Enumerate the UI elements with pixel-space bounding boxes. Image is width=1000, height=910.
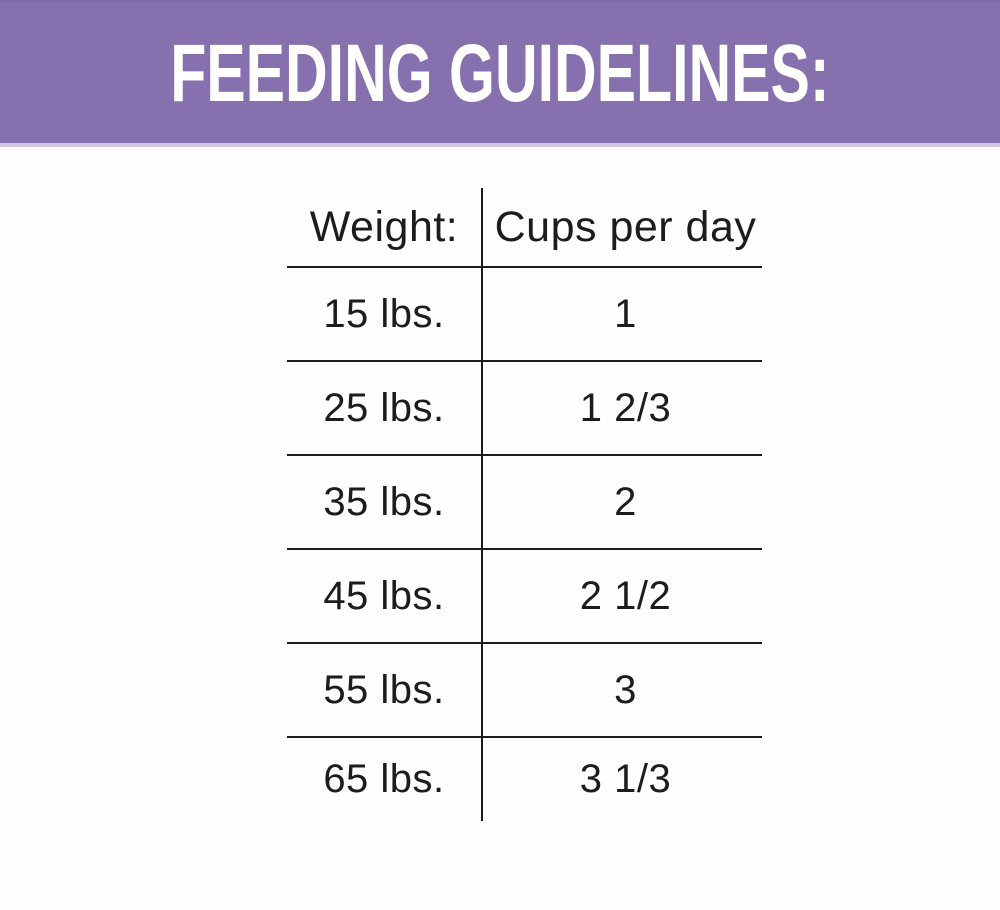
cups-cell: 1 2/3 <box>579 385 672 430</box>
column-header-cups: Cups per day <box>494 202 757 251</box>
weight-cell: 45 lbs. <box>323 573 445 618</box>
table-header-row: Weight: Cups per day <box>287 188 762 268</box>
column-header-weight: Weight: <box>309 202 459 251</box>
table-row: 45 lbs. 2 1/2 <box>287 550 762 644</box>
table-row: 15 lbs. 1 <box>287 268 762 362</box>
column-divider-line <box>481 188 483 821</box>
weight-cell: 25 lbs. <box>323 385 445 430</box>
weight-cell: 65 lbs. <box>323 757 445 801</box>
weight-cell: 15 lbs. <box>323 291 445 336</box>
cups-cell: 2 <box>614 479 637 524</box>
feeding-guidelines-table: Weight: Cups per day 15 lbs. 1 25 lbs. 1… <box>287 188 762 821</box>
table-row: 25 lbs. 1 2/3 <box>287 362 762 456</box>
cups-cell: 3 1/3 <box>579 757 672 801</box>
page-title: FEEDING GUIDELINES: <box>170 27 830 119</box>
header-banner: FEEDING GUIDELINES: <box>0 0 1000 147</box>
weight-cell: 55 lbs. <box>323 667 445 712</box>
weight-cell: 35 lbs. <box>323 479 445 524</box>
cups-cell: 1 <box>614 291 637 336</box>
cups-cell: 2 1/2 <box>579 573 672 618</box>
table-row: 65 lbs. 3 1/3 <box>287 738 762 821</box>
table-row: 55 lbs. 3 <box>287 644 762 738</box>
table-row: 35 lbs. 2 <box>287 456 762 550</box>
cups-cell: 3 <box>614 667 637 712</box>
